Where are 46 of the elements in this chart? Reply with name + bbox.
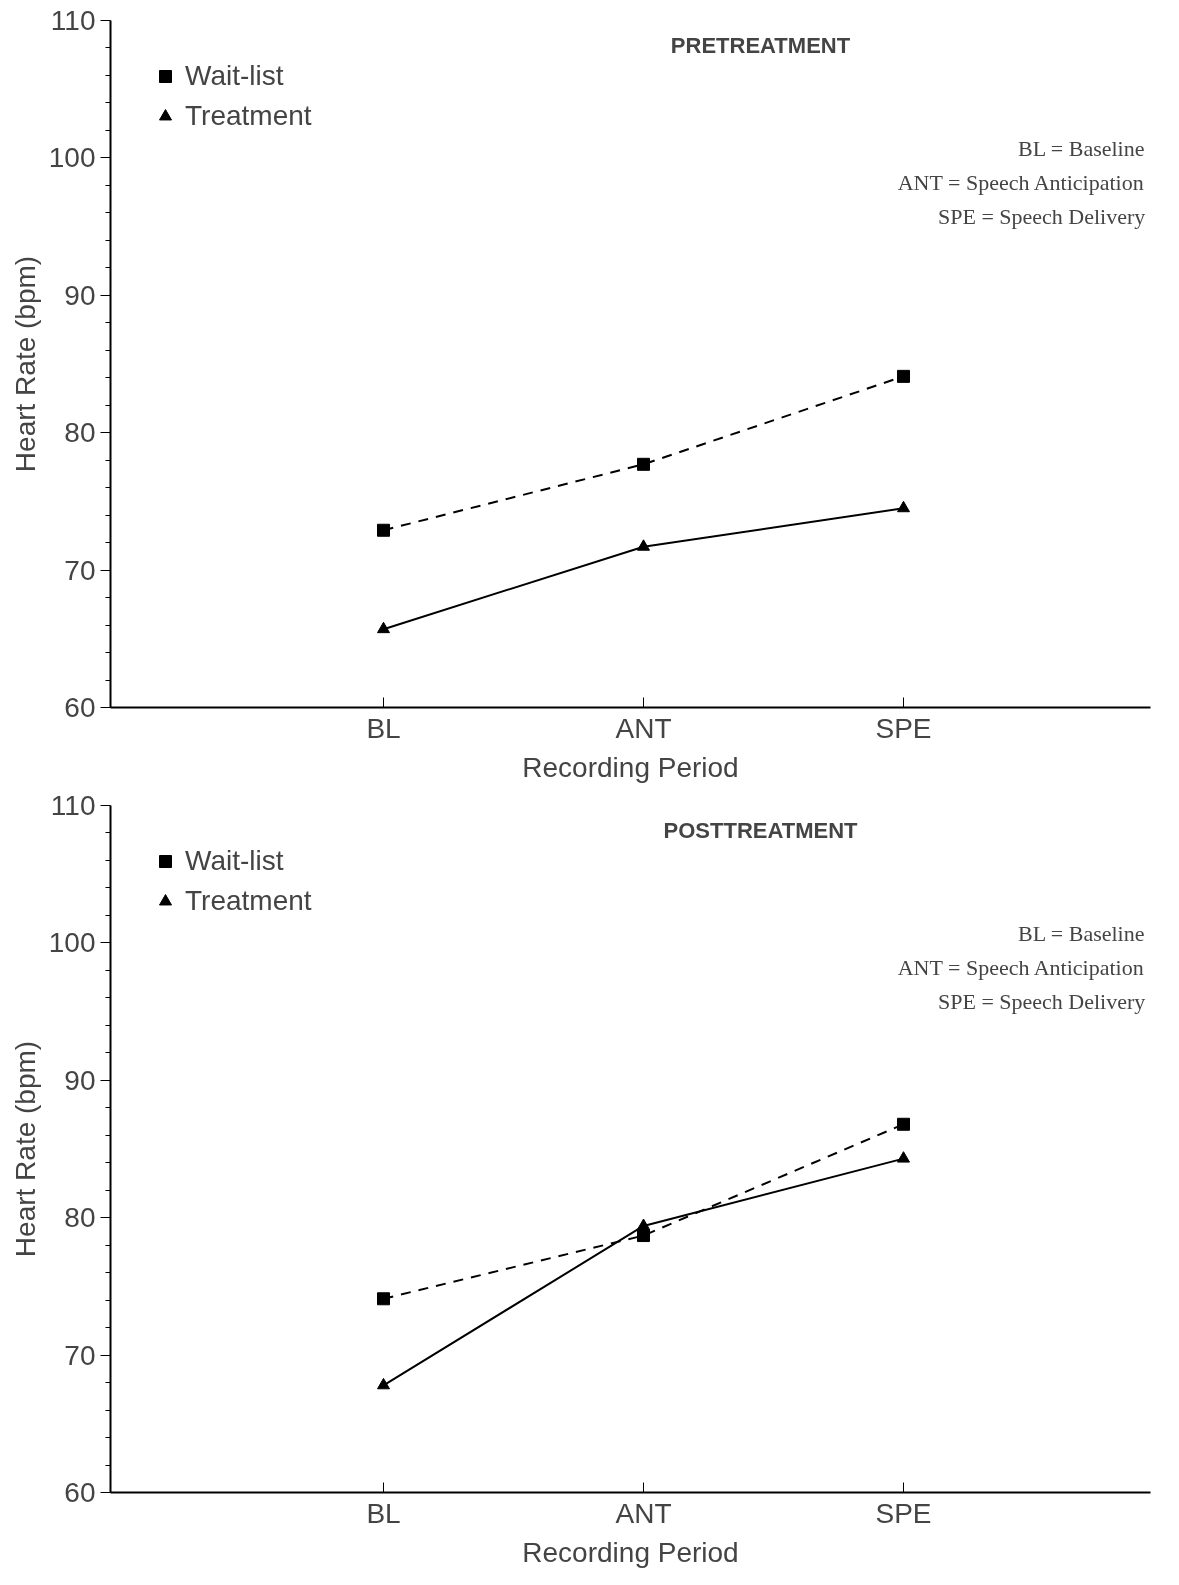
annotation: SPE = Speech Delivery <box>937 988 1146 1014</box>
point <box>377 1292 390 1306</box>
legend-label: Wait-list <box>185 845 284 877</box>
point <box>377 523 390 537</box>
point <box>897 1151 910 1163</box>
y-tick-label: 90 <box>64 1064 96 1096</box>
point <box>377 621 390 634</box>
x-tick-label: ANT <box>615 1497 672 1529</box>
y-tick-label: 80 <box>64 1202 96 1234</box>
annotation: ANT = Speech Anticipation <box>897 169 1144 195</box>
annotation: ANT = Speech Anticipation <box>897 954 1144 980</box>
y-axis-title: Heart Rate (bpm) <box>9 255 41 473</box>
y-axis-title: Heart Rate (bpm) <box>9 1040 41 1258</box>
text: PRETREATMENT <box>670 33 851 58</box>
y-tick-label: 60 <box>64 692 96 723</box>
point <box>377 1377 390 1390</box>
y-tick-label: 80 <box>64 417 96 449</box>
x-tick-label: SPE <box>875 712 932 744</box>
y-tick-label: 70 <box>64 1339 96 1371</box>
y-tick-label: 110 <box>50 5 96 36</box>
legend-label: Wait-list <box>185 60 284 92</box>
y-tick-label: 90 <box>64 279 96 311</box>
legend-label: Treatment <box>185 885 312 917</box>
legend-label: Treatment <box>185 100 312 132</box>
point <box>897 1117 910 1131</box>
x-tick-label: SPE <box>875 1497 932 1529</box>
annotation: BL = Baseline <box>1018 135 1145 161</box>
y-tick-label: 100 <box>48 142 96 174</box>
point <box>637 1218 650 1230</box>
annotation: SPE = Speech Delivery <box>937 203 1146 229</box>
point <box>897 369 910 383</box>
x-axis-title: Recording Period <box>522 751 739 783</box>
point <box>897 500 910 513</box>
y-tick-label: 60 <box>64 1477 96 1508</box>
text: POSTTREATMENT <box>663 818 859 843</box>
annotation: BL = Baseline <box>1018 920 1145 946</box>
x-tick-label: BL <box>366 712 401 744</box>
point <box>637 539 650 551</box>
y-tick-label: 110 <box>50 790 96 821</box>
point <box>637 1229 650 1243</box>
y-tick-label: 70 <box>64 554 96 586</box>
x-axis-title: Recording Period <box>522 1536 739 1568</box>
point <box>637 457 650 471</box>
x-tick-label: BL <box>366 1497 401 1529</box>
x-tick-label: ANT <box>615 712 672 744</box>
y-tick-label: 100 <box>48 927 96 959</box>
